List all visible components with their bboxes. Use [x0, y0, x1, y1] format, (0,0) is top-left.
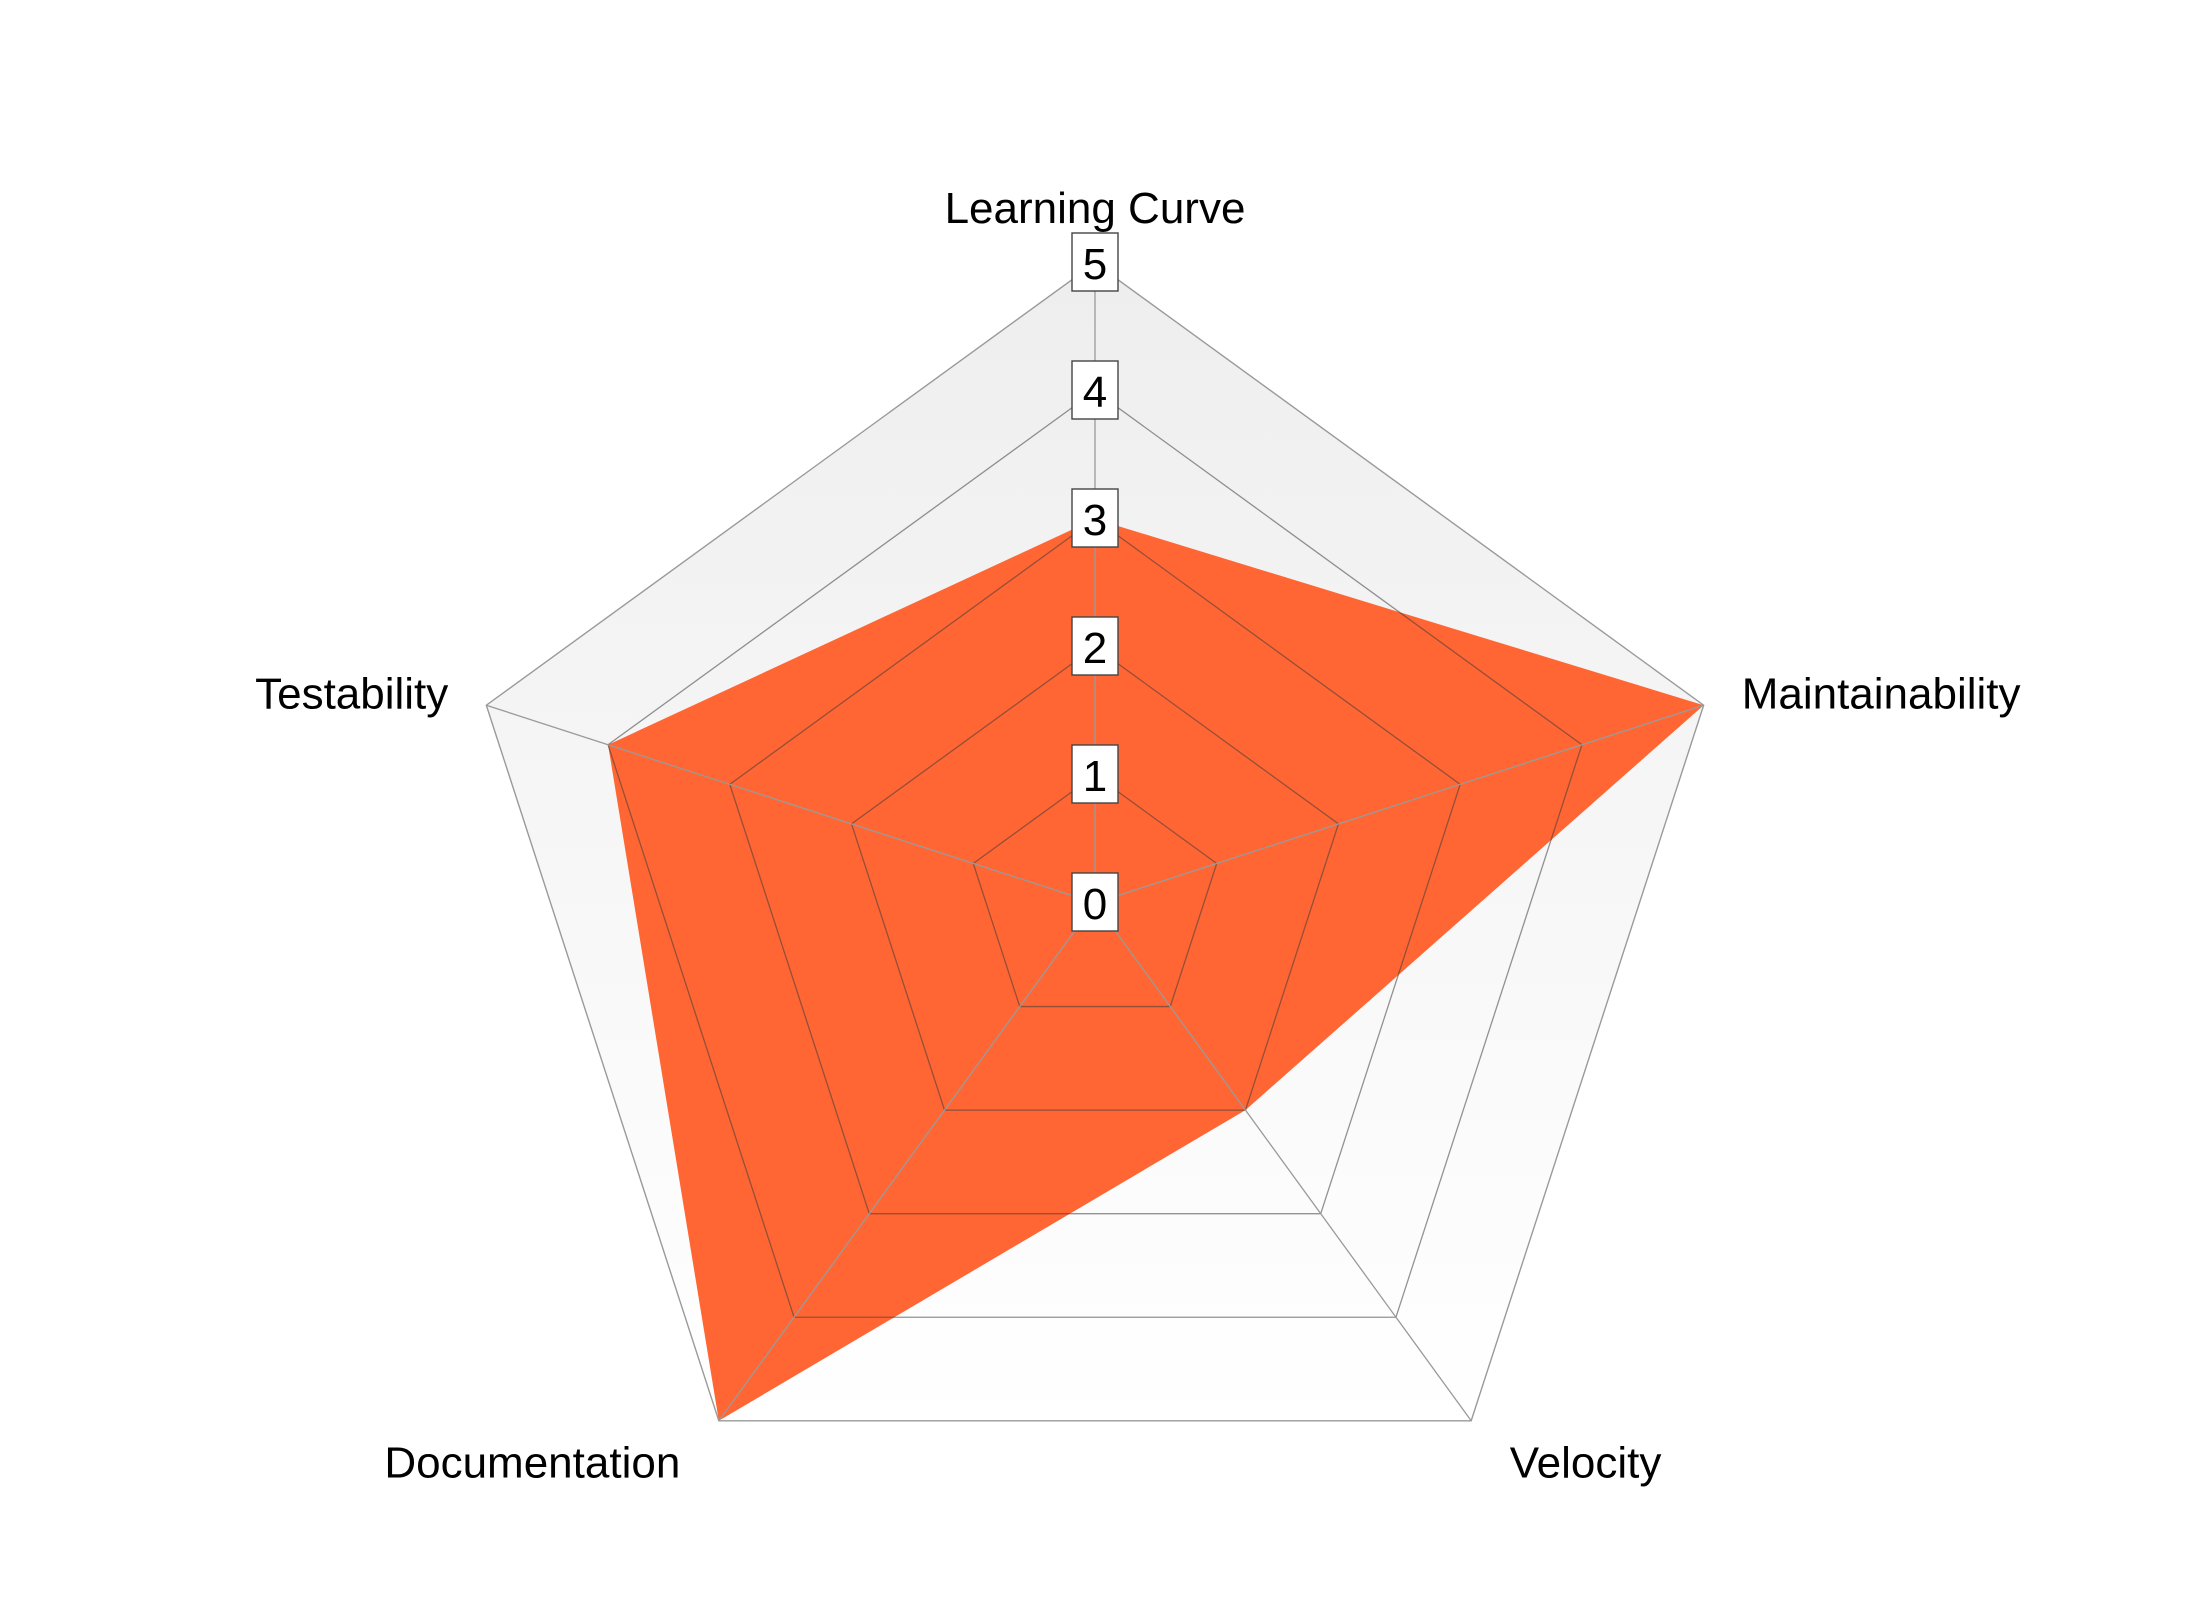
- grid-ring: [972, 774, 1218, 1008]
- grid-ring: [607, 390, 1583, 1318]
- tick-label-box: [1071, 744, 1119, 804]
- tick-label: 3: [1083, 496, 1107, 545]
- axis-spoke: [718, 902, 1096, 1422]
- tick-label: 5: [1083, 240, 1107, 289]
- axis-spoke: [1094, 902, 1472, 1422]
- grid-ring: [485, 262, 1705, 1422]
- tick-label: 1: [1083, 752, 1107, 801]
- tick-label-box: [1071, 872, 1119, 932]
- axis-spoke: [1094, 704, 1704, 904]
- grid-ring: [729, 518, 1461, 1215]
- radar-tick-labels: 0 1 2 3 4 5: [1071, 232, 1119, 932]
- tick-label-box: [1071, 616, 1119, 676]
- tick-label-group: 2: [1071, 616, 1119, 676]
- tick-label-box: [1071, 360, 1119, 420]
- axis-label: Testability: [255, 669, 448, 718]
- axis-label: Documentation: [384, 1438, 680, 1487]
- tick-label-group: 5: [1071, 232, 1119, 292]
- tick-label-group: 0: [1071, 872, 1119, 932]
- tick-label-box: [1071, 488, 1119, 548]
- tick-label-group: 4: [1071, 360, 1119, 420]
- axis-label: Learning Curve: [945, 184, 1246, 233]
- tick-label: 4: [1083, 368, 1107, 417]
- axis-spoke: [486, 704, 1096, 904]
- tick-label-group: 1: [1071, 744, 1119, 804]
- axis-label: Maintainability: [1742, 669, 2021, 718]
- tick-label: 2: [1083, 624, 1107, 673]
- radar-axis-labels: Learning Curve Maintainability Velocity Doc…: [255, 184, 2020, 1487]
- tick-label-group: 3: [1071, 488, 1119, 548]
- grid-ring: [850, 646, 1340, 1111]
- tick-label-box: [1071, 232, 1119, 292]
- axis-label: Velocity: [1510, 1438, 1662, 1487]
- tick-label: 0: [1083, 880, 1107, 929]
